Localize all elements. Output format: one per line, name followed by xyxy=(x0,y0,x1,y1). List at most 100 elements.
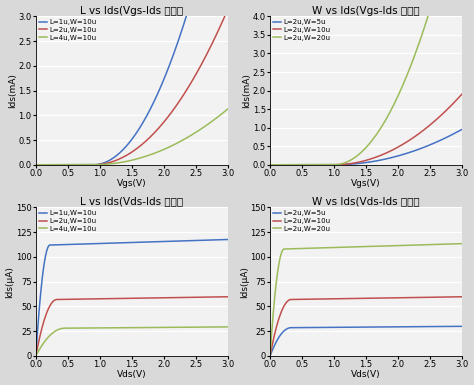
L=4u,W=10u xyxy=(149,152,155,156)
L=1u,W=10u xyxy=(145,240,150,244)
Y-axis label: Ids(μA): Ids(μA) xyxy=(240,266,249,298)
Line: L=2u,W=10u: L=2u,W=10u xyxy=(270,297,462,356)
Legend: L=2u,W=5u, L=2u,W=10u, L=2u,W=20u: L=2u,W=5u, L=2u,W=10u, L=2u,W=20u xyxy=(272,18,331,41)
L=2u,W=10u xyxy=(155,296,161,300)
L=4u,W=10u xyxy=(155,325,161,330)
L=2u,W=20u xyxy=(279,162,285,167)
L=2u,W=20u xyxy=(459,241,465,246)
L=2u,W=5u xyxy=(383,325,389,329)
L=2u,W=5u xyxy=(389,325,395,329)
L=2u,W=10u xyxy=(267,162,273,167)
Line: L=2u,W=10u: L=2u,W=10u xyxy=(36,10,228,165)
Line: L=2u,W=5u: L=2u,W=5u xyxy=(270,326,462,356)
L=1u,W=10u xyxy=(149,103,155,107)
L=2u,W=20u xyxy=(267,353,273,358)
L=2u,W=10u xyxy=(145,296,150,300)
L=2u,W=20u xyxy=(383,116,389,121)
L=2u,W=5u xyxy=(389,155,395,160)
Y-axis label: Ids(mA): Ids(mA) xyxy=(242,73,251,108)
L=2u,W=10u xyxy=(45,162,50,167)
Legend: L=2u,W=5u, L=2u,W=10u, L=2u,W=20u: L=2u,W=5u, L=2u,W=10u, L=2u,W=20u xyxy=(272,209,331,233)
L=2u,W=5u xyxy=(379,157,384,162)
L=1u,W=10u xyxy=(45,246,50,250)
L=2u,W=10u xyxy=(145,137,150,142)
L=2u,W=10u xyxy=(178,295,184,300)
L=2u,W=5u xyxy=(383,157,389,161)
L=1u,W=10u xyxy=(155,90,161,95)
Line: L=2u,W=20u: L=2u,W=20u xyxy=(270,244,462,356)
L=2u,W=5u xyxy=(279,162,285,167)
L=1u,W=10u xyxy=(33,353,39,358)
Legend: L=1u,W=10u, L=2u,W=10u, L=4u,W=10u: L=1u,W=10u, L=2u,W=10u, L=4u,W=10u xyxy=(38,18,97,41)
L=4u,W=10u xyxy=(225,325,230,329)
L=2u,W=5u xyxy=(413,325,419,329)
Y-axis label: Ids(mA): Ids(mA) xyxy=(8,73,17,108)
L=4u,W=10u xyxy=(225,107,230,111)
L=2u,W=5u xyxy=(379,325,384,329)
Line: L=4u,W=10u: L=4u,W=10u xyxy=(36,109,228,165)
L=2u,W=20u xyxy=(389,105,395,110)
L=4u,W=10u xyxy=(145,154,150,158)
L=2u,W=10u xyxy=(149,133,155,137)
L=2u,W=5u xyxy=(459,127,465,132)
L=1u,W=10u xyxy=(155,239,161,244)
L=2u,W=10u xyxy=(459,295,465,299)
L=2u,W=10u xyxy=(198,295,204,300)
L=4u,W=10u xyxy=(198,127,204,131)
Line: L=1u,W=10u: L=1u,W=10u xyxy=(36,0,228,165)
L=1u,W=10u xyxy=(149,239,155,244)
L=2u,W=10u xyxy=(155,127,161,131)
L=1u,W=10u xyxy=(178,239,184,243)
L=2u,W=5u xyxy=(267,162,273,167)
Legend: L=1u,W=10u, L=2u,W=10u, L=4u,W=10u: L=1u,W=10u, L=2u,W=10u, L=4u,W=10u xyxy=(38,209,97,233)
L=2u,W=5u xyxy=(432,140,438,145)
L=2u,W=20u xyxy=(279,249,285,254)
Line: L=4u,W=10u: L=4u,W=10u xyxy=(36,327,228,356)
L=2u,W=10u xyxy=(413,295,419,300)
L=2u,W=5u xyxy=(459,324,465,329)
L=1u,W=10u xyxy=(45,162,50,167)
L=2u,W=20u xyxy=(383,244,389,248)
L=4u,W=10u xyxy=(155,149,161,154)
Title: L vs Ids(Vds-Ids 特性）: L vs Ids(Vds-Ids 特性） xyxy=(80,197,183,207)
L=4u,W=10u xyxy=(33,162,39,167)
L=4u,W=10u xyxy=(33,353,39,358)
L=2u,W=5u xyxy=(432,324,438,329)
X-axis label: Vds(V): Vds(V) xyxy=(117,370,146,380)
L=2u,W=10u xyxy=(45,308,50,313)
L=2u,W=20u xyxy=(413,51,419,55)
L=1u,W=10u xyxy=(33,162,39,167)
L=1u,W=10u xyxy=(145,113,150,117)
L=2u,W=10u xyxy=(198,63,204,67)
L=4u,W=10u xyxy=(45,162,50,167)
L=2u,W=10u xyxy=(267,353,273,358)
L=2u,W=20u xyxy=(389,243,395,248)
L=1u,W=10u xyxy=(178,30,184,34)
Title: W vs Ids(Vgs-Ids 特性）: W vs Ids(Vgs-Ids 特性） xyxy=(312,5,420,15)
L=2u,W=10u xyxy=(225,295,230,299)
L=2u,W=20u xyxy=(379,244,384,248)
L=2u,W=20u xyxy=(379,125,384,129)
Line: L=2u,W=10u: L=2u,W=10u xyxy=(270,94,462,165)
L=4u,W=10u xyxy=(149,325,155,330)
L=2u,W=10u xyxy=(33,353,39,358)
L=4u,W=10u xyxy=(145,325,150,330)
Y-axis label: Ids(μA): Ids(μA) xyxy=(6,266,15,298)
L=2u,W=10u xyxy=(33,162,39,167)
L=2u,W=10u xyxy=(413,134,419,139)
L=2u,W=10u xyxy=(279,308,285,313)
X-axis label: Vgs(V): Vgs(V) xyxy=(351,179,381,188)
L=2u,W=5u xyxy=(279,331,285,335)
L=2u,W=10u xyxy=(383,151,389,155)
Title: W vs Ids(Vds-Ids 特性）: W vs Ids(Vds-Ids 特性） xyxy=(312,197,420,207)
L=2u,W=10u xyxy=(383,296,389,300)
X-axis label: Vgs(V): Vgs(V) xyxy=(117,179,146,188)
L=2u,W=10u xyxy=(379,153,384,157)
Line: L=2u,W=20u: L=2u,W=20u xyxy=(270,0,462,165)
L=2u,W=10u xyxy=(225,8,230,12)
L=2u,W=10u xyxy=(379,296,384,300)
L=2u,W=10u xyxy=(279,162,285,167)
L=2u,W=10u xyxy=(432,295,438,300)
Line: L=1u,W=10u: L=1u,W=10u xyxy=(36,239,228,356)
L=2u,W=20u xyxy=(413,243,419,248)
